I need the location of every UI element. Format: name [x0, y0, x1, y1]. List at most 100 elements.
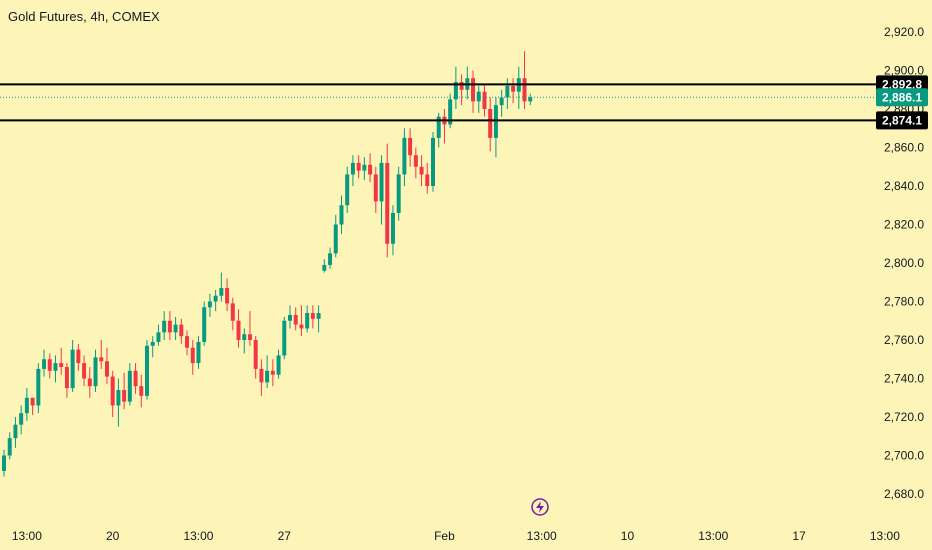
candle-body[interactable]: [76, 349, 81, 364]
y-tick-label: 2,680.0: [884, 487, 924, 501]
candle-body[interactable]: [30, 397, 35, 406]
candle-body[interactable]: [413, 155, 418, 167]
candle-body[interactable]: [528, 97, 533, 102]
candle-body[interactable]: [7, 438, 12, 456]
lightning-icon[interactable]: [531, 498, 549, 516]
candle-body[interactable]: [345, 174, 350, 206]
y-tick-label: 2,900.0: [884, 64, 924, 78]
candle-body[interactable]: [196, 341, 201, 364]
candle-body[interactable]: [425, 174, 430, 186]
y-tick-label: 2,780.0: [884, 295, 924, 309]
candle-body[interactable]: [190, 347, 195, 364]
candle-body[interactable]: [156, 332, 161, 342]
candle-body[interactable]: [173, 324, 178, 333]
candle-body[interactable]: [310, 313, 315, 319]
candle-body[interactable]: [408, 137, 413, 156]
candle-body[interactable]: [431, 137, 435, 186]
candle-body[interactable]: [219, 288, 224, 296]
candle-body[interactable]: [482, 91, 487, 109]
candle-body[interactable]: [247, 334, 252, 340]
candle-body[interactable]: [385, 162, 390, 244]
candle-body[interactable]: [70, 349, 75, 389]
candle-body[interactable]: [207, 301, 212, 308]
candle-body[interactable]: [511, 85, 516, 92]
candle-body[interactable]: [139, 386, 144, 396]
candle-body[interactable]: [259, 368, 264, 383]
candle-body[interactable]: [293, 314, 298, 325]
candle-body[interactable]: [87, 378, 92, 387]
candle-body[interactable]: [488, 109, 493, 138]
candle-body[interactable]: [459, 82, 464, 90]
candle-body[interactable]: [236, 320, 241, 340]
candle-body[interactable]: [499, 97, 504, 106]
candle-body[interactable]: [225, 288, 230, 304]
candle-body[interactable]: [356, 162, 361, 171]
candle-body[interactable]: [202, 307, 207, 342]
candle-body[interactable]: [110, 376, 115, 406]
candle-body[interactable]: [505, 85, 510, 98]
candle-body[interactable]: [127, 370, 132, 402]
candle-body[interactable]: [419, 166, 424, 175]
candle-body[interactable]: [448, 99, 453, 125]
candle-body[interactable]: [104, 361, 109, 377]
candle-body[interactable]: [339, 205, 344, 225]
candle-body[interactable]: [316, 313, 321, 319]
candle-body[interactable]: [305, 313, 310, 329]
candle-body[interactable]: [350, 162, 355, 175]
candle-body[interactable]: [133, 370, 138, 387]
candle-body[interactable]: [265, 370, 270, 383]
candle-body[interactable]: [185, 336, 190, 348]
candle-body[interactable]: [276, 355, 281, 375]
candle-body[interactable]: [36, 368, 41, 406]
candle-body[interactable]: [390, 212, 395, 244]
x-tick-label: 17: [792, 529, 806, 543]
candle-body[interactable]: [42, 359, 47, 369]
candle-body[interactable]: [368, 164, 373, 175]
candle-body[interactable]: [453, 82, 458, 100]
candle-body[interactable]: [493, 105, 498, 138]
candle-body[interactable]: [282, 320, 287, 356]
candle-body[interactable]: [242, 334, 247, 340]
candle-body[interactable]: [2, 455, 6, 471]
x-tick-label: 27: [278, 529, 292, 543]
candle-body[interactable]: [99, 357, 104, 362]
candle-body[interactable]: [59, 363, 64, 367]
candle-body[interactable]: [145, 345, 149, 396]
candle-body[interactable]: [47, 359, 52, 371]
candle-body[interactable]: [270, 370, 275, 375]
candle-body[interactable]: [230, 303, 235, 321]
candle-body[interactable]: [53, 363, 58, 371]
candle-body[interactable]: [373, 174, 378, 202]
candle-body[interactable]: [436, 116, 441, 138]
candle-body[interactable]: [122, 390, 127, 402]
candle-body[interactable]: [179, 324, 184, 337]
candle-body[interactable]: [82, 363, 87, 379]
candle-body[interactable]: [522, 78, 527, 102]
candle-body[interactable]: [299, 324, 304, 329]
candle-body[interactable]: [471, 78, 476, 102]
candle-body[interactable]: [379, 162, 384, 202]
candle-body[interactable]: [13, 424, 18, 439]
candle-body[interactable]: [167, 320, 172, 333]
price-level-label: 2,892.8: [882, 77, 922, 91]
candle-body[interactable]: [328, 253, 333, 265]
candle-body[interactable]: [24, 397, 29, 414]
candle-body[interactable]: [362, 164, 367, 171]
current-price-label: 2,886.1: [882, 90, 922, 104]
candle-body[interactable]: [213, 295, 218, 302]
candle-body[interactable]: [93, 357, 98, 387]
candle-body[interactable]: [116, 390, 121, 406]
candle-body[interactable]: [64, 366, 69, 389]
candle-body[interactable]: [19, 413, 24, 425]
candle-body[interactable]: [402, 137, 407, 175]
candle-body[interactable]: [333, 224, 338, 254]
candle-body[interactable]: [150, 341, 155, 346]
candle-body[interactable]: [322, 264, 327, 271]
candle-body[interactable]: [253, 340, 258, 369]
candle-body[interactable]: [396, 174, 401, 213]
candle-body[interactable]: [288, 314, 292, 321]
candle-body[interactable]: [476, 91, 481, 102]
candle-body[interactable]: [162, 320, 167, 333]
